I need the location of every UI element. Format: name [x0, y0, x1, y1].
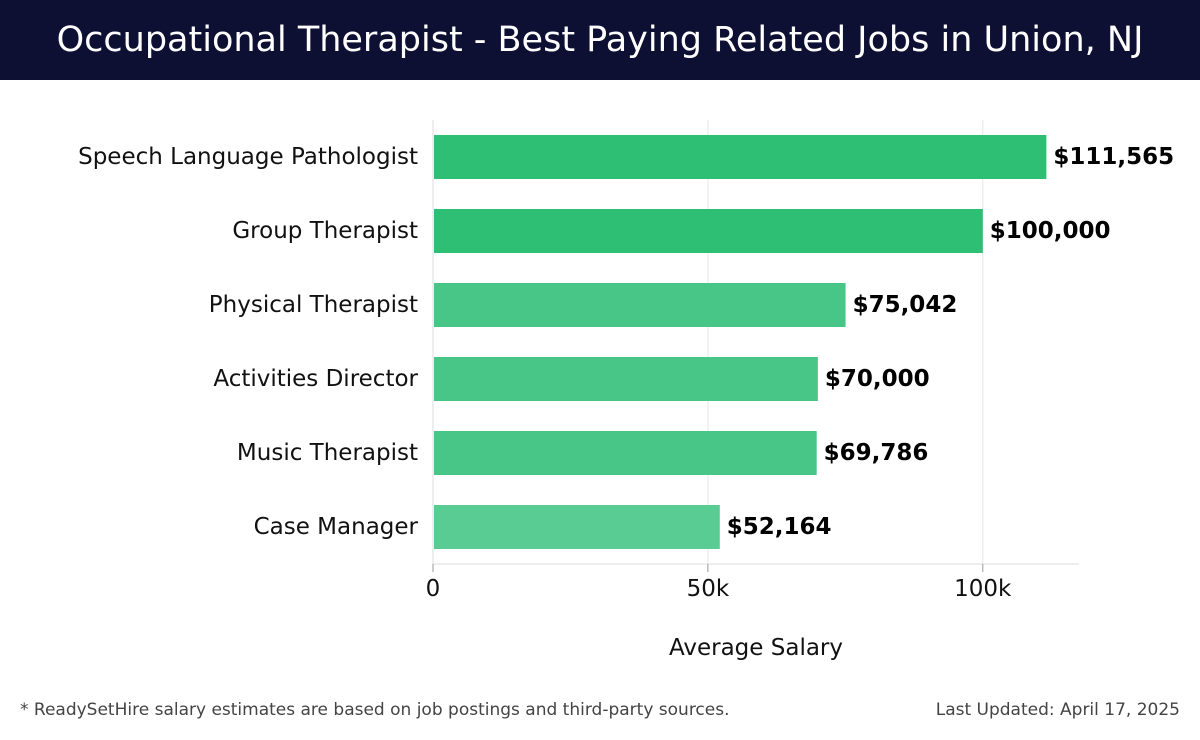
title-banner: Occupational Therapist - Best Paying Rel…: [0, 0, 1200, 80]
x-axis-title: Average Salary: [669, 635, 843, 661]
bar: [434, 431, 817, 475]
salary-bar-chart: Speech Language Pathologist $111,565 Group…: [78, 120, 1174, 661]
value-label: $70,000: [825, 366, 930, 392]
bar: [434, 357, 818, 401]
last-updated: Last Updated: April 17, 2025: [935, 700, 1180, 720]
category-label: Physical Therapist: [209, 292, 418, 318]
value-label: $69,786: [824, 440, 929, 466]
x-tick-label: 0: [426, 576, 441, 602]
category-label: Music Therapist: [237, 440, 418, 466]
footer-note: * ReadySetHire salary estimates are base…: [20, 700, 730, 720]
bar: [434, 283, 846, 327]
value-label: $100,000: [990, 218, 1111, 244]
category-label: Group Therapist: [232, 218, 418, 244]
category-label: Case Manager: [254, 514, 419, 540]
bar: [434, 209, 983, 253]
bar: [434, 505, 720, 549]
x-tick-label: 50k: [687, 576, 730, 602]
bar: [434, 135, 1047, 179]
value-label: $111,565: [1053, 144, 1174, 170]
category-label: Speech Language Pathologist: [78, 144, 418, 170]
chart-title: Occupational Therapist - Best Paying Rel…: [56, 20, 1144, 60]
value-label: $75,042: [853, 292, 958, 318]
category-label: Activities Director: [213, 366, 418, 392]
value-label: $52,164: [727, 514, 832, 540]
x-tick-label: 100k: [954, 576, 1012, 602]
